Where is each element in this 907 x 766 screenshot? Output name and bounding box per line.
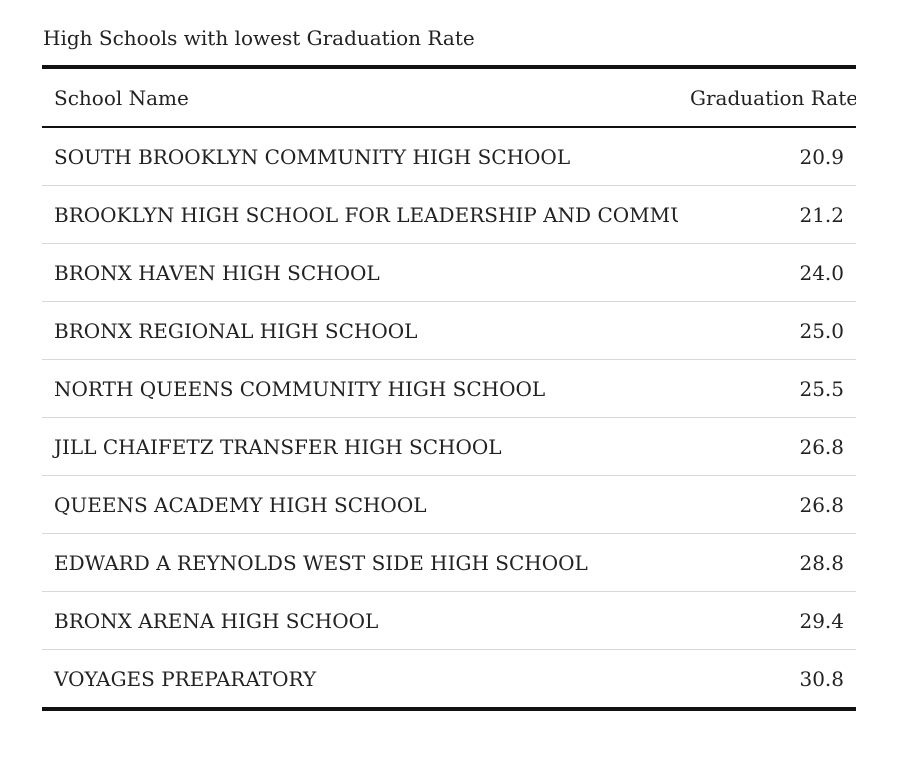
header-row: School Name Graduation Rate bbox=[42, 69, 856, 128]
graduation-rate-cell: 30.8 bbox=[799, 666, 844, 691]
table-title: High Schools with lowest Graduation Rate bbox=[43, 26, 475, 50]
school-name-cell: EDWARD A REYNOLDS WEST SIDE HIGH SCHOOL bbox=[42, 533, 678, 592]
graduation-rate-table: School Name Graduation Rate SOUTH BROOKL… bbox=[42, 65, 856, 711]
data-table: School Name Graduation Rate SOUTH BROOKL… bbox=[42, 69, 856, 707]
graduation-rate-cell: 20.9 bbox=[678, 127, 856, 186]
graduation-rate-cell: 28.8 bbox=[678, 533, 856, 592]
school-name-cell: SOUTH BROOKLYN COMMUNITY HIGH SCHOOL bbox=[42, 127, 678, 186]
graduation-rate-cell: 25.0 bbox=[678, 301, 856, 360]
graduation-rate-cell: 25.5 bbox=[678, 359, 856, 418]
table-row: VOYAGES PREPARATORY 30.8 bbox=[42, 650, 856, 708]
school-name-cell: JILL CHAIFETZ TRANSFER HIGH SCHOOL bbox=[42, 417, 678, 476]
table-row: NORTH QUEENS COMMUNITY HIGH SCHOOL 25.5 bbox=[42, 359, 856, 418]
graduation-rate-cell: 26.8 bbox=[678, 417, 856, 476]
table-body: SOUTH BROOKLYN COMMUNITY HIGH SCHOOL 20.9… bbox=[42, 127, 856, 707]
column-header-graduation-rate: Graduation Rate bbox=[678, 69, 856, 128]
graduation-rate-cell: 24.0 bbox=[678, 243, 856, 302]
school-name-cell: QUEENS ACADEMY HIGH SCHOOL bbox=[42, 475, 678, 534]
column-header-school-name: School Name bbox=[42, 69, 678, 128]
table-row: JILL CHAIFETZ TRANSFER HIGH SCHOOL 26.8 bbox=[42, 417, 856, 476]
graduation-rate-cell: 26.8 bbox=[678, 475, 856, 534]
table-row: BROOKLYN HIGH SCHOOL FOR LEADERSHIP AND … bbox=[42, 185, 856, 244]
table-row: QUEENS ACADEMY HIGH SCHOOL 26.8 bbox=[42, 475, 856, 534]
table-row: EDWARD A REYNOLDS WEST SIDE HIGH SCHOOL 2… bbox=[42, 533, 856, 592]
graduation-rate-cell: 21.2 bbox=[678, 185, 856, 244]
school-name-cell: VOYAGES PREPARATORY bbox=[54, 666, 317, 691]
school-name-cell: BRONX HAVEN HIGH SCHOOL bbox=[42, 243, 678, 302]
table-row: BRONX ARENA HIGH SCHOOL 29.4 bbox=[42, 591, 856, 650]
table-row: BRONX REGIONAL HIGH SCHOOL 25.0 bbox=[42, 301, 856, 360]
school-name-cell: NORTH QUEENS COMMUNITY HIGH SCHOOL bbox=[42, 359, 678, 418]
school-name-cell: BRONX ARENA HIGH SCHOOL bbox=[42, 591, 678, 650]
school-name-cell: BRONX REGIONAL HIGH SCHOOL bbox=[42, 301, 678, 360]
table-row: SOUTH BROOKLYN COMMUNITY HIGH SCHOOL 20.9 bbox=[42, 127, 856, 186]
school-name-cell: BROOKLYN HIGH SCHOOL FOR LEADERSHIP AND … bbox=[42, 185, 678, 244]
table-row: BRONX HAVEN HIGH SCHOOL 24.0 bbox=[42, 243, 856, 302]
table-header: School Name Graduation Rate bbox=[42, 69, 856, 128]
graduation-rate-cell: 29.4 bbox=[678, 591, 856, 650]
